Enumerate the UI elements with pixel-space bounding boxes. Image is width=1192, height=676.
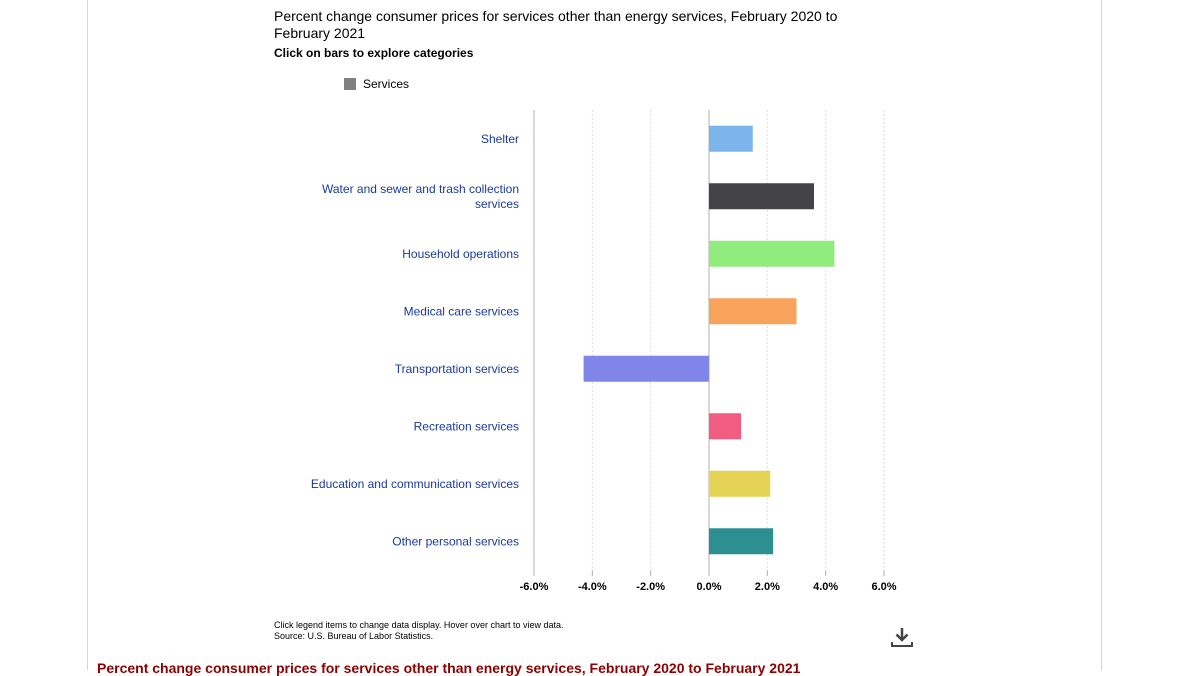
legend-swatch	[344, 78, 356, 90]
category-label[interactable]: Other personal services	[392, 534, 519, 548]
chart-footnote: Click legend items to change data displa…	[274, 620, 563, 642]
legend-item-services[interactable]: Services	[344, 77, 409, 91]
x-tick-label: -4.0%	[578, 581, 607, 593]
x-tick-label: 0.0%	[696, 581, 721, 593]
bar[interactable]	[709, 470, 771, 497]
category-label[interactable]: Medical care services	[404, 304, 519, 318]
category-label[interactable]: Recreation services	[414, 419, 519, 433]
bar[interactable]	[709, 183, 814, 210]
category-label[interactable]: Shelter	[481, 132, 519, 146]
bar[interactable]	[709, 298, 797, 325]
category-label[interactable]: Household operations	[402, 247, 519, 261]
legend-label: Services	[363, 77, 410, 91]
x-tick-label: -6.0%	[520, 581, 549, 593]
x-tick-label: 2.0%	[755, 581, 780, 593]
section-heading[interactable]: Percent change consumer prices for servi…	[97, 660, 801, 676]
category-label[interactable]: Transportation services	[395, 362, 519, 376]
bar[interactable]	[709, 528, 774, 555]
x-tick-label: -2.0%	[636, 581, 665, 593]
bar[interactable]	[709, 240, 835, 267]
download-icon	[891, 628, 913, 647]
footnote-instructions: Click legend items to change data displa…	[274, 620, 564, 630]
x-tick-label: 4.0%	[813, 581, 838, 593]
bar-chart: -6.0% -4.0% -2.0% 0.0% 2.0% 4.0% 6.0% Shelter Wa…	[311, 110, 897, 593]
page-frame-right	[1101, 0, 1102, 670]
download-button[interactable]	[890, 625, 914, 649]
bar[interactable]	[709, 413, 742, 440]
footnote-source: Source: U.S. Bureau of Labor Statistics.	[274, 631, 434, 641]
category-label[interactable]: Water and sewer and trash collection serv…	[322, 182, 519, 211]
chart-subtitle: Click on bars to explore categories	[274, 46, 474, 60]
page-frame-left	[87, 0, 88, 670]
bar[interactable]	[709, 125, 753, 152]
bar[interactable]	[583, 355, 709, 382]
x-tick-label: 6.0%	[871, 581, 896, 593]
category-label[interactable]: Education and communication services	[311, 477, 519, 491]
chart-title: Percent change consumer prices for servi…	[274, 8, 838, 41]
